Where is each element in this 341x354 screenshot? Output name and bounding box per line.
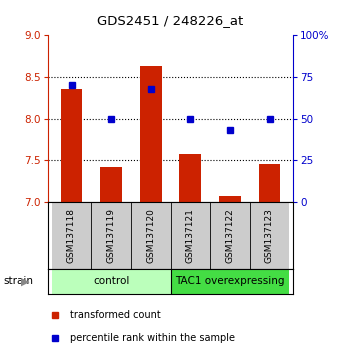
Text: transformed count: transformed count — [70, 309, 161, 320]
Bar — [258, 164, 280, 202]
Bar — [210, 202, 250, 269]
Bar — [91, 202, 131, 269]
Bar — [219, 196, 241, 202]
Text: GDS2451 / 248226_at: GDS2451 / 248226_at — [98, 14, 243, 27]
Text: GSM137120: GSM137120 — [146, 208, 155, 263]
Text: ▶: ▶ — [21, 276, 30, 286]
Text: percentile rank within the sample: percentile rank within the sample — [70, 332, 235, 343]
Bar — [170, 269, 289, 294]
Bar — [140, 66, 162, 202]
Bar — [61, 90, 83, 202]
Text: GSM137119: GSM137119 — [107, 208, 116, 263]
Text: GSM137122: GSM137122 — [225, 208, 234, 263]
Bar — [250, 202, 289, 269]
Text: GSM137118: GSM137118 — [67, 208, 76, 263]
Text: control: control — [93, 276, 129, 286]
Text: TAC1 overexpressing: TAC1 overexpressing — [175, 276, 285, 286]
Bar — [52, 202, 91, 269]
Text: GSM137121: GSM137121 — [186, 208, 195, 263]
Bar — [179, 154, 201, 202]
Bar — [170, 202, 210, 269]
Text: GSM137123: GSM137123 — [265, 208, 274, 263]
Bar — [100, 167, 122, 202]
Bar — [52, 269, 170, 294]
Text: strain: strain — [3, 276, 33, 286]
Bar — [131, 202, 170, 269]
